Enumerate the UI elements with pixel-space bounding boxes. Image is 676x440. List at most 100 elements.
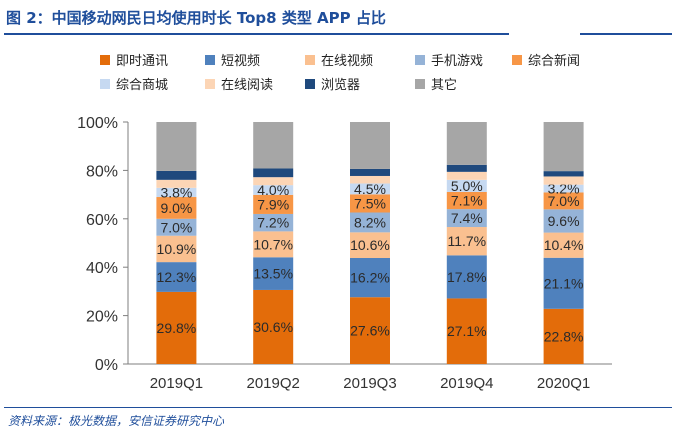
data-label: 10.9% bbox=[157, 241, 197, 257]
legend-item: 在线阅读 bbox=[205, 74, 273, 93]
bar-segment bbox=[156, 218, 197, 236]
legend-item: 即时通讯 bbox=[100, 50, 168, 69]
data-label: 8.2% bbox=[354, 214, 386, 230]
bar-segment bbox=[156, 122, 197, 171]
bar-segment bbox=[156, 197, 197, 219]
bar-segment bbox=[446, 209, 487, 228]
data-label: 3.8% bbox=[160, 184, 192, 200]
title-bar: 图 2：中国移动网民日均使用时长 Top8 类型 APP 占比 bbox=[0, 0, 676, 38]
bar-segment bbox=[253, 185, 294, 195]
data-label: 16.2% bbox=[350, 270, 390, 286]
bar-segment bbox=[156, 262, 197, 292]
data-label: 7.0% bbox=[160, 219, 192, 235]
bar-segment bbox=[253, 213, 294, 232]
bar-segment bbox=[543, 122, 584, 172]
footer-divider bbox=[4, 407, 672, 408]
legend-swatch bbox=[205, 78, 215, 89]
title-underline bbox=[4, 33, 509, 35]
data-label: 27.6% bbox=[350, 323, 390, 339]
data-label: 7.1% bbox=[451, 193, 483, 209]
bar-segment bbox=[543, 257, 584, 309]
data-label: 4.0% bbox=[257, 182, 289, 198]
bar-segment bbox=[446, 227, 487, 256]
bar-segment bbox=[543, 184, 584, 193]
bar-segment bbox=[350, 297, 390, 364]
legend-swatch bbox=[100, 54, 110, 65]
data-label: 7.5% bbox=[354, 195, 386, 211]
legend-label: 综合新闻 bbox=[528, 54, 581, 69]
bar-segment bbox=[350, 175, 390, 184]
y-tick-label: 100% bbox=[77, 115, 118, 132]
data-label: 10.6% bbox=[350, 237, 390, 253]
legend-label: 短视频 bbox=[221, 54, 261, 69]
data-label: 11.7% bbox=[447, 233, 486, 249]
x-tick-label: 2019Q3 bbox=[343, 375, 396, 392]
bar-segment bbox=[543, 192, 584, 210]
bar-segment bbox=[253, 289, 294, 364]
bar-segment bbox=[446, 164, 487, 172]
data-label: 7.9% bbox=[257, 196, 289, 212]
legend-item: 手机游戏 bbox=[415, 50, 483, 69]
bar-segment bbox=[350, 212, 390, 233]
legend-swatch bbox=[100, 78, 110, 89]
data-label: 9.6% bbox=[548, 213, 580, 229]
bar-segment bbox=[253, 168, 294, 178]
bar-segment bbox=[446, 171, 487, 180]
data-label: 12.3% bbox=[157, 269, 197, 285]
bar-segment bbox=[350, 168, 390, 176]
legend-swatch bbox=[415, 54, 425, 65]
data-label: 30.6% bbox=[253, 319, 293, 335]
data-label: 4.5% bbox=[354, 181, 386, 197]
bar-segment bbox=[543, 232, 584, 258]
bar-segment bbox=[350, 258, 390, 298]
legend-label: 其它 bbox=[431, 78, 458, 93]
y-tick-label: 40% bbox=[86, 260, 118, 277]
legend-item: 综合商城 bbox=[100, 74, 168, 93]
data-label: 10.4% bbox=[544, 237, 584, 253]
legend-swatch bbox=[512, 54, 522, 65]
data-label: 21.1% bbox=[544, 275, 584, 291]
data-label: 13.5% bbox=[253, 266, 293, 282]
bar-segment bbox=[156, 179, 197, 188]
bar-segment bbox=[253, 194, 294, 214]
bar-segment bbox=[350, 194, 390, 213]
bar-segment bbox=[156, 235, 197, 263]
y-tick-label: 60% bbox=[86, 212, 118, 229]
data-label: 27.1% bbox=[447, 323, 487, 339]
source-note: 资料来源：极光数据，安信证券研究中心 bbox=[8, 414, 225, 428]
legend-swatch bbox=[305, 54, 315, 65]
legend-item: 浏览器 bbox=[305, 74, 360, 93]
bar-segment bbox=[156, 291, 197, 364]
bar-segment bbox=[446, 255, 487, 299]
title-underline-right bbox=[580, 33, 672, 35]
data-label: 7.0% bbox=[548, 193, 580, 209]
data-label: 29.8% bbox=[157, 320, 197, 336]
bar-segment bbox=[350, 232, 390, 259]
y-tick-label: 80% bbox=[86, 163, 118, 180]
figure-title: 图 2：中国移动网民日均使用时长 Top8 类型 APP 占比 bbox=[6, 9, 386, 27]
x-tick-label: 2019Q1 bbox=[150, 375, 203, 392]
legend-label: 综合商城 bbox=[116, 78, 169, 93]
x-tick-label: 2019Q4 bbox=[440, 375, 493, 392]
legend-label: 手机游戏 bbox=[431, 54, 484, 69]
data-label: 10.7% bbox=[253, 236, 293, 252]
bar-segment bbox=[543, 308, 584, 364]
data-label: 17.8% bbox=[447, 269, 487, 285]
data-label: 7.2% bbox=[257, 215, 289, 231]
legend-label: 浏览器 bbox=[321, 78, 361, 93]
y-tick-label: 0% bbox=[95, 357, 118, 374]
data-label: 5.0% bbox=[451, 178, 483, 194]
legend-item: 综合新闻 bbox=[512, 50, 580, 69]
legend-swatch bbox=[415, 78, 425, 89]
bar-segment bbox=[446, 298, 487, 364]
bar-segment bbox=[156, 187, 197, 198]
bar-segment bbox=[543, 171, 584, 177]
x-tick-label: 2019Q2 bbox=[247, 375, 300, 392]
bar-segment bbox=[350, 183, 390, 195]
data-label: 9.0% bbox=[160, 200, 192, 216]
legend-swatch bbox=[205, 54, 215, 65]
legend-label: 在线视频 bbox=[321, 54, 374, 69]
bar-segment bbox=[253, 257, 294, 290]
data-label: 7.4% bbox=[451, 210, 483, 226]
bar-segment bbox=[253, 122, 294, 169]
